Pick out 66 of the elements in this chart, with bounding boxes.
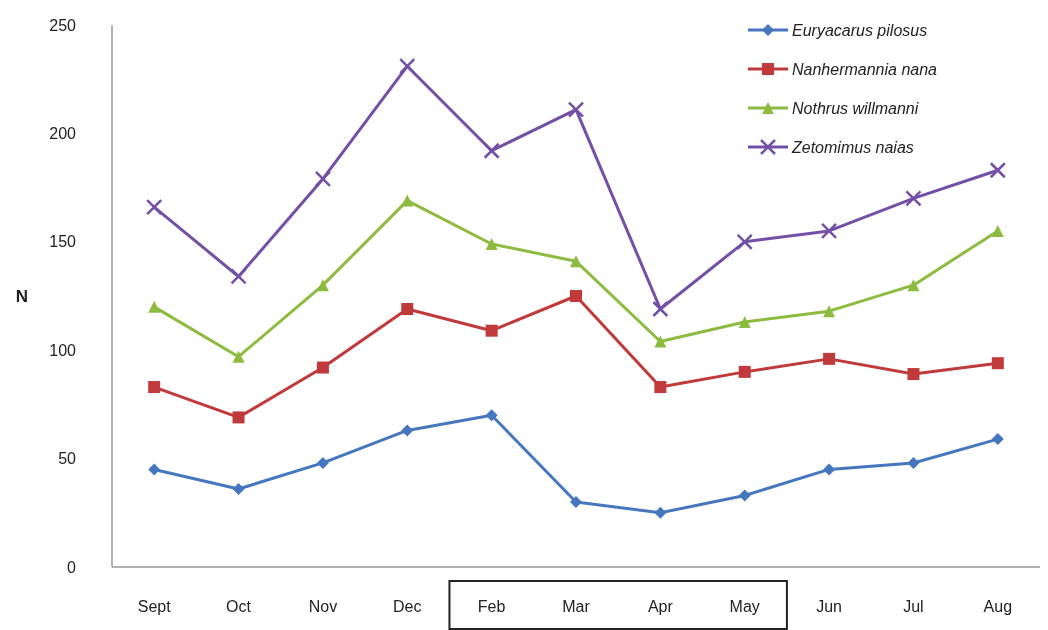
point [570,255,582,268]
point [654,335,667,348]
point [316,456,329,469]
point [316,279,329,292]
point [399,57,416,75]
point [485,237,498,250]
y-tick-label: 50 [58,450,77,468]
x-tick-label: Sept [137,598,172,615]
y-axis-title: N [15,286,29,306]
point [738,316,751,329]
point [483,142,500,159]
point [485,324,498,337]
point [991,224,1004,237]
point [567,101,585,118]
point [905,190,922,207]
point [738,365,751,378]
point [823,463,836,476]
x-tick-label: Dec [393,598,422,615]
x-tick-label: Nov [308,598,338,615]
point [570,495,582,508]
point [232,411,245,424]
point [823,352,836,365]
x-tick-label: Feb [477,598,506,615]
legend-label: Zetomimus naias [791,138,914,156]
point [232,482,245,495]
point [148,381,161,394]
point [991,357,1004,370]
point [820,222,838,240]
y-tick-label: 100 [49,341,77,359]
point [907,279,920,292]
point [989,162,1007,179]
point [401,194,414,207]
legend-label: Euryacarus pilosus [792,21,928,39]
point [401,424,414,437]
point [738,489,751,502]
point [991,433,1004,446]
x-tick-label: Mar [562,598,591,615]
point [654,506,667,519]
point [654,381,667,394]
point [570,290,582,302]
point [145,198,163,216]
x-tick-label: Aug [983,598,1013,615]
point [314,170,332,188]
x-tick-label: May [729,598,760,615]
point [401,303,414,316]
x-tick-label: Jun [816,598,842,615]
point [232,350,245,363]
y-tick-label: 0 [67,558,77,576]
legend-label: Nothrus willmanni [792,99,919,117]
point [148,300,161,313]
legend-label: Nanhermannia nana [792,60,938,78]
point [485,409,498,422]
point [907,456,920,469]
point [736,233,753,251]
y-tick-label: 200 [49,125,77,142]
point [907,368,920,381]
point [823,305,836,318]
y-tick-label: 250 [49,16,77,34]
point [230,268,247,285]
point [652,300,669,318]
x-tick-label: Apr [647,598,674,615]
y-tick-label: 150 [49,233,77,251]
x-tick-label: Jul [903,598,924,615]
x-tick-label: Oct [226,598,252,615]
point [148,463,161,476]
point [316,361,329,374]
